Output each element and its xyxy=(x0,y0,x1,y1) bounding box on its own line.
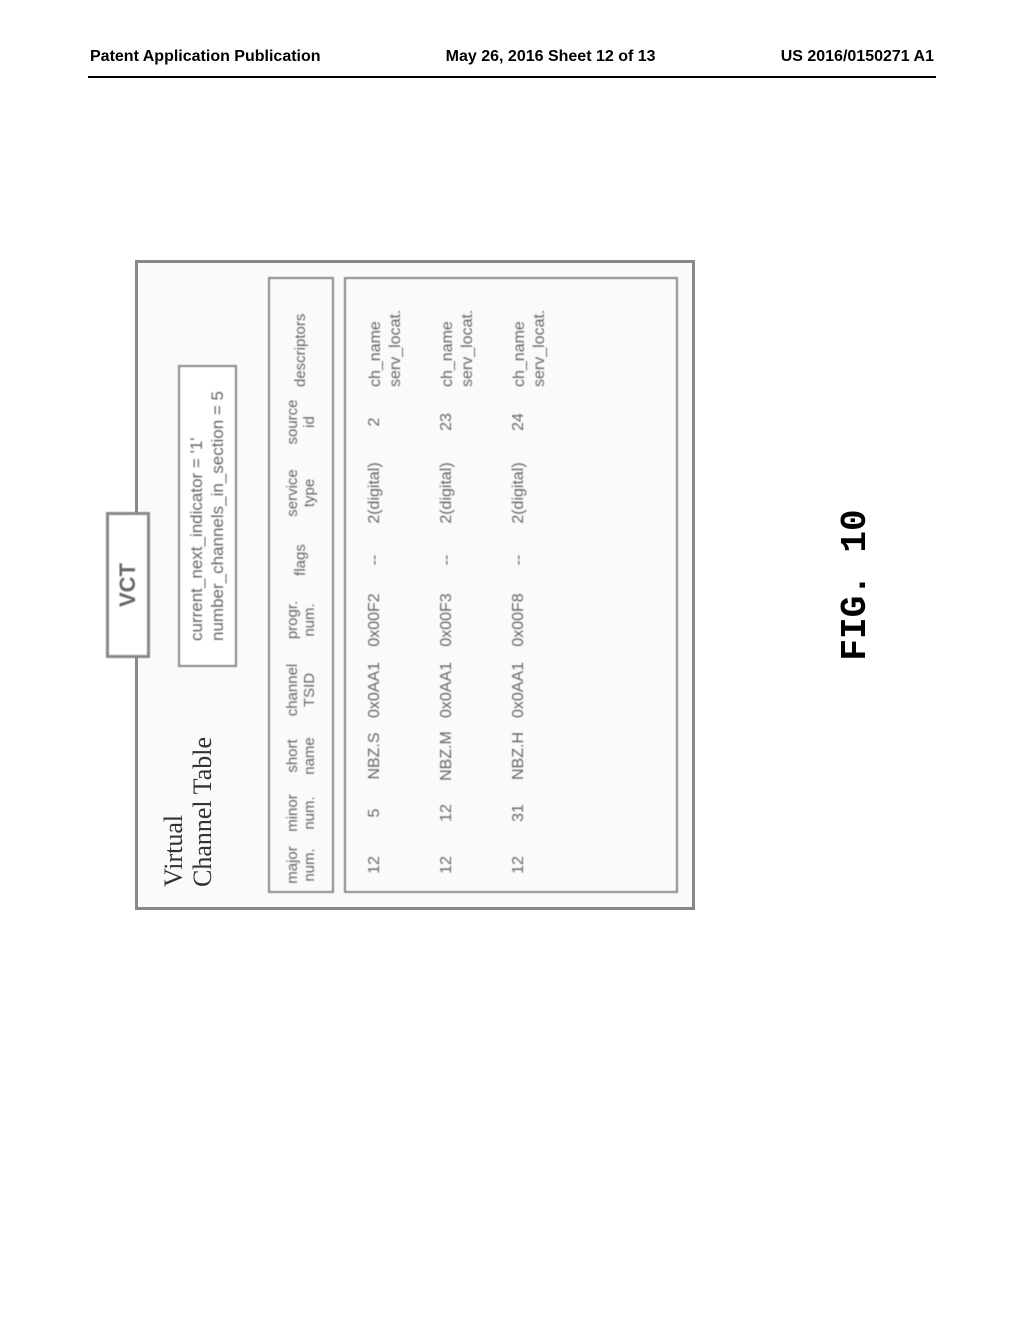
cell-minor: 5 xyxy=(366,787,384,839)
cell-srcid: 24 xyxy=(510,393,528,451)
cell-flags: -- xyxy=(366,535,384,585)
cell-prog: 0x00F2 xyxy=(366,585,384,655)
vct-title: VCT xyxy=(106,512,150,658)
col-srcid: source id xyxy=(284,393,319,451)
cell-svctype: 2(digital) xyxy=(510,451,528,535)
vct-params: current_next_indicator = '1' number_chan… xyxy=(178,365,237,667)
col-short: short name xyxy=(284,725,319,787)
cell-short: NBZ.S xyxy=(366,725,384,787)
header-left: Patent Application Publication xyxy=(90,48,321,66)
cell-flags: -- xyxy=(438,535,456,585)
col-svctype: service type xyxy=(284,451,319,535)
table-row: 12 5 NBZ.S 0x0AA1 0x00F2 -- 2(digital) 2… xyxy=(360,279,432,891)
cell-major: 12 xyxy=(366,839,384,891)
cell-major: 12 xyxy=(510,839,528,891)
col-desc: descriptors xyxy=(292,279,309,393)
header-center: May 26, 2016 Sheet 12 of 13 xyxy=(446,48,656,66)
figure-area: VCT Virtual Channel Table current_next_i… xyxy=(135,260,785,910)
vc-subtitle-line2: Channel Table xyxy=(189,737,218,887)
cell-svctype: 2(digital) xyxy=(366,451,384,535)
cell-flags: -- xyxy=(510,535,528,585)
data-box: 12 5 NBZ.S 0x0AA1 0x00F2 -- 2(digital) 2… xyxy=(344,277,678,893)
vc-subtitle: Virtual Channel Table xyxy=(160,737,217,887)
cell-srcid: 2 xyxy=(366,393,384,451)
table-row: 12 31 NBZ.H 0x0AA1 0x00F8 -- 2(digital) … xyxy=(504,279,576,891)
cell-tsid: 0x0AA1 xyxy=(366,655,384,725)
col-flags: flags xyxy=(292,535,309,585)
col-tsid: channel TSID xyxy=(284,655,319,725)
cell-minor: 12 xyxy=(438,787,456,839)
cell-major: 12 xyxy=(438,839,456,891)
param-line2: number_channels_in_section = 5 xyxy=(207,391,228,641)
cell-svctype: 2(digital) xyxy=(438,451,456,535)
header-right: US 2016/0150271 A1 xyxy=(781,48,934,66)
col-minor: minor num. xyxy=(284,787,319,839)
page-header: Patent Application Publication May 26, 2… xyxy=(0,48,1024,66)
cell-prog: 0x00F3 xyxy=(438,585,456,655)
column-headers: major num. minor num. short name channel… xyxy=(268,277,334,893)
cell-prog: 0x00F8 xyxy=(510,585,528,655)
cell-srcid: 23 xyxy=(438,393,456,451)
cell-tsid: 0x0AA1 xyxy=(510,655,528,725)
cell-short: NBZ.H xyxy=(510,725,528,787)
vc-subtitle-line1: Virtual xyxy=(160,737,189,887)
vct-outer-box: VCT Virtual Channel Table current_next_i… xyxy=(135,260,695,910)
cell-desc: ch_name serv_locat. xyxy=(510,279,550,393)
cell-desc: ch_name serv_locat. xyxy=(438,279,478,393)
cell-tsid: 0x0AA1 xyxy=(438,655,456,725)
cell-desc: ch_name serv_locat. xyxy=(366,279,406,393)
figure-label: FIG. 10 xyxy=(835,260,876,910)
param-line1: current_next_indicator = '1' xyxy=(186,391,207,641)
table-row: 12 12 NBZ.M 0x0AA1 0x00F3 -- 2(digital) … xyxy=(432,279,504,891)
col-major: major num. xyxy=(284,839,319,891)
cell-minor: 31 xyxy=(510,787,528,839)
header-rule xyxy=(88,76,936,78)
cell-short: NBZ.M xyxy=(438,725,456,787)
col-prog: progr. num. xyxy=(284,585,319,655)
